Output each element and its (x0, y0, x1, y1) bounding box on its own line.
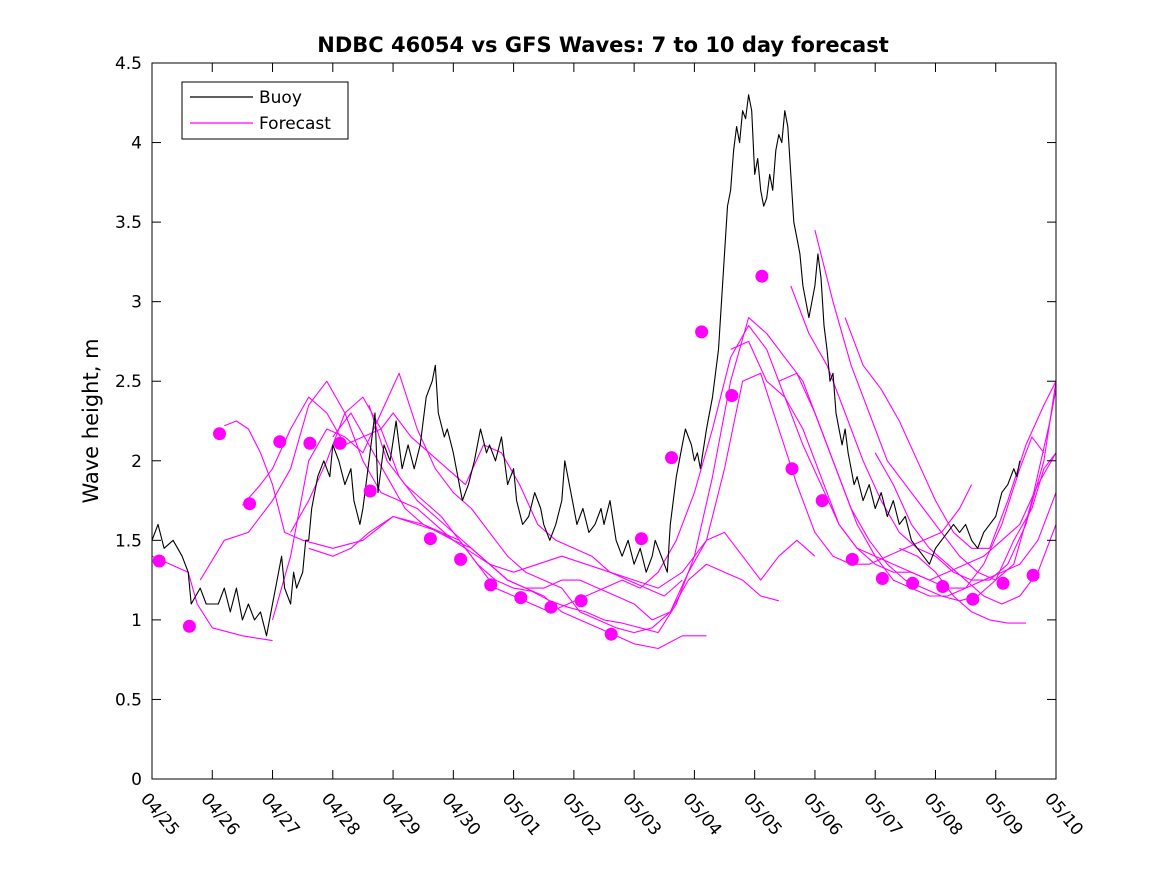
forecast-marker-15 (634, 532, 648, 546)
y-tick-label-8: 4 (131, 134, 142, 154)
forecast-marker-14 (604, 627, 618, 641)
forecast-marker-25 (936, 580, 950, 593)
forecast-marker-11 (514, 591, 528, 605)
y-tick-label-6: 3 (131, 293, 142, 313)
forecast-series-line-0 (152, 555, 273, 642)
forecast-series-line-11 (790, 285, 1056, 581)
y-tick-label-9: 4.5 (115, 54, 142, 74)
forecast-marker-9 (454, 552, 468, 566)
forecast-marker-10 (484, 578, 498, 592)
forecast-marker-18 (725, 389, 739, 402)
plot-area (152, 94, 1056, 650)
axes-box (151, 62, 1057, 780)
legend-buoy-label: Buoy (259, 88, 302, 108)
y-tick-label-1: 0.5 (115, 690, 142, 710)
forecast-marker-28 (1026, 568, 1040, 582)
buoy-series-line (152, 94, 1021, 637)
y-tick-label-3: 1.5 (115, 531, 142, 551)
forecast-marker-5 (303, 436, 317, 450)
forecast-series-line-9 (730, 340, 1056, 589)
forecast-marker-19 (755, 269, 769, 283)
forecast-marker-20 (785, 462, 799, 476)
forecast-series-line-5 (290, 396, 816, 621)
forecast-marker-21 (815, 494, 829, 508)
y-tick-label-7: 3.5 (115, 213, 142, 233)
forecast-marker-1 (182, 619, 196, 633)
legend-forecast-label: Forecast (259, 114, 331, 134)
y-axis-label: Wave height, m (79, 338, 103, 503)
forecast-series-line-4 (271, 372, 779, 634)
forecast-marker-7 (363, 484, 377, 498)
forecast-series-line-3 (241, 396, 683, 597)
forecast-marker-0 (152, 554, 166, 568)
forecast-marker-17 (695, 325, 709, 339)
forecast-series-line-10 (778, 372, 1056, 602)
y-tick-label-2: 1 (131, 611, 142, 631)
forecast-series-line-15 (899, 547, 1026, 624)
forecast-marker-22 (845, 552, 859, 566)
forecast-series-line-13 (844, 317, 1056, 549)
y-tick-label-4: 2 (131, 452, 142, 472)
forecast-marker-8 (423, 532, 437, 546)
forecast-marker-4 (273, 435, 287, 449)
forecast-marker-6 (333, 436, 347, 450)
forecast-series-line-14 (874, 452, 1056, 605)
chart-title: NDBC 46054 vs GFS Waves: 7 to 10 day for… (317, 33, 888, 57)
forecast-series-line-7 (332, 324, 1056, 613)
legend: Buoy Forecast (181, 81, 349, 140)
forecast-marker-26 (966, 592, 980, 606)
forecast-marker-27 (996, 576, 1010, 590)
y-tick-label-5: 2.5 (115, 372, 142, 392)
forecast-marker-24 (906, 576, 920, 590)
legend-box (181, 81, 349, 140)
forecast-marker-2 (213, 427, 226, 441)
y-tick-label-0: 0 (131, 770, 142, 790)
forecast-marker-12 (544, 600, 558, 614)
forecast-marker-23 (875, 572, 889, 585)
forecast-marker-16 (665, 451, 678, 465)
forecast-marker-3 (243, 497, 257, 511)
forecast-marker-13 (574, 594, 588, 608)
forecast-series-line-12 (814, 229, 1056, 581)
